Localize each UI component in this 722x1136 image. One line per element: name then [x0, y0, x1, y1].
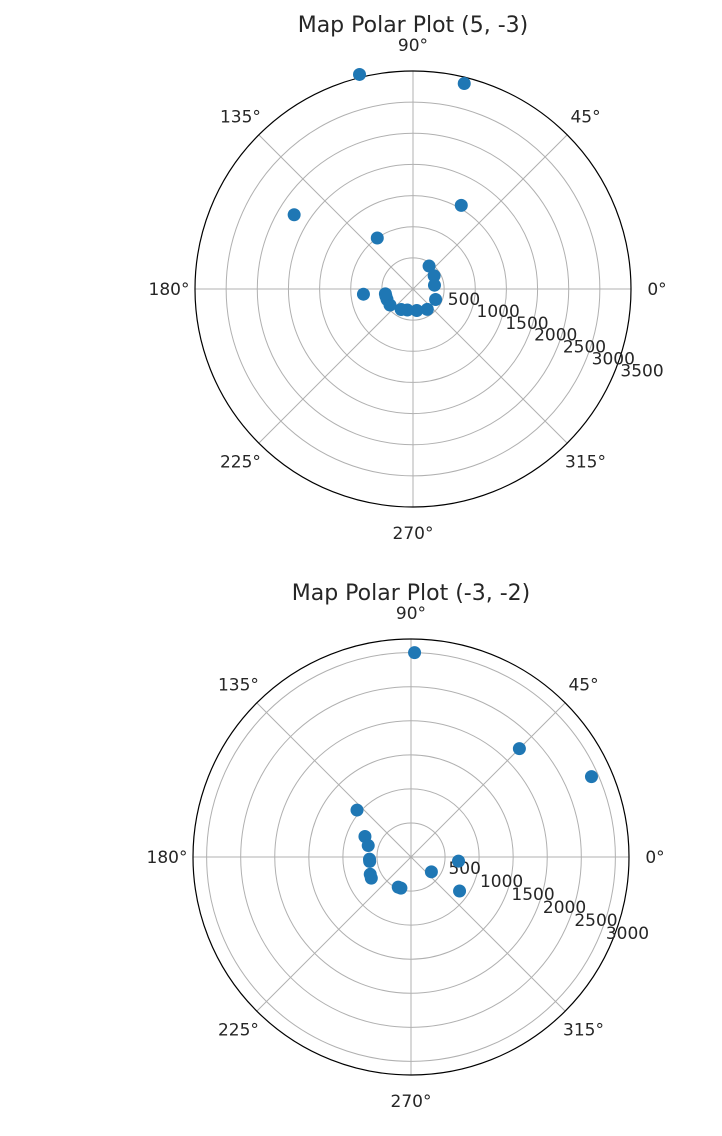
- data-point: [429, 293, 443, 307]
- r-gridline: [319, 195, 507, 383]
- data-point: [394, 881, 408, 895]
- theta-tick-label: 270°: [391, 1092, 432, 1112]
- r-gridline: [376, 822, 446, 892]
- data-point: [427, 269, 441, 283]
- theta-tick-label: 0°: [645, 848, 664, 868]
- theta-tick-label: 0°: [647, 280, 666, 300]
- theta-gridline: [412, 134, 568, 290]
- theta-tick-label: 315°: [563, 1021, 604, 1041]
- r-gridline: [240, 686, 582, 1028]
- polar-chart-2: 0° 45° 90° 135° 180° 225° 270° 315° 500 1000 1500 2…: [0, 568, 722, 1136]
- r-tick-label: 1000: [477, 302, 520, 322]
- theta-gridline: [256, 856, 412, 1012]
- r-tick-label: 2500: [574, 911, 617, 931]
- theta-tick-label: 45°: [568, 675, 598, 695]
- data-point: [410, 303, 424, 317]
- theta-tick-label: 270°: [393, 524, 434, 544]
- r-gridline: [256, 132, 570, 446]
- theta-gridline: [258, 288, 414, 444]
- r-gridline: [342, 788, 480, 926]
- data-point: [457, 77, 471, 91]
- r-tick-label: 2000: [543, 898, 586, 918]
- theta-tick-label: 90°: [398, 36, 428, 56]
- theta-gridline: [410, 856, 566, 1012]
- data-point: [408, 646, 422, 660]
- data-point: [353, 67, 367, 81]
- polar-chart-svg: 0°45°90°135°180°225°270°315°500100015002…: [149, 13, 667, 544]
- r-tick-label: 3000: [592, 350, 635, 370]
- r-gridline: [274, 720, 548, 994]
- data-point: [394, 302, 408, 316]
- theta-tick-label: 315°: [565, 453, 606, 473]
- r-tick-label: 2500: [563, 338, 606, 358]
- data-point: [378, 287, 392, 301]
- r-tick-label: 1500: [505, 314, 548, 334]
- data-point: [363, 854, 377, 868]
- theta-gridline: [410, 702, 566, 858]
- data-point: [452, 854, 466, 868]
- data-point: [424, 865, 438, 879]
- data-point: [356, 287, 370, 301]
- theta-tick-label: 90°: [396, 604, 426, 624]
- data-point: [364, 871, 378, 885]
- r-gridline: [287, 163, 539, 415]
- theta-gridline: [412, 288, 568, 444]
- theta-gridline: [256, 702, 412, 858]
- polar-chart-1: 0° 45° 90° 135° 180° 225° 270° 315° 500 1000 1500 2…: [149, 13, 667, 544]
- r-tick-label: 3500: [620, 361, 663, 381]
- theta-tick-label: 45°: [570, 107, 600, 127]
- r-tick-label: 500: [448, 290, 480, 310]
- data-point: [361, 839, 375, 853]
- r-gridline: [308, 754, 514, 960]
- theta-tick-label: 180°: [147, 848, 188, 868]
- theta-tick-label: 225°: [218, 1021, 259, 1041]
- r-gridline: [350, 226, 476, 352]
- r-tick-label: 1000: [480, 872, 523, 892]
- data-point: [422, 259, 436, 273]
- theta-tick-label: 135°: [218, 675, 259, 695]
- r-tick-label: 3000: [606, 924, 649, 944]
- polar-chart-svg: 0°45°90°135°180°225°270°315°500100015002…: [147, 581, 665, 1112]
- r-tick-label: 2000: [534, 326, 577, 346]
- polar-frame: [192, 638, 630, 1076]
- data-point: [427, 278, 441, 292]
- r-tick-label: 1500: [511, 885, 554, 905]
- chart-title: Map Polar Plot (-3, -2): [292, 581, 530, 606]
- data-point: [287, 208, 301, 222]
- theta-tick-label: 180°: [149, 280, 190, 300]
- chart-title: Map Polar Plot (5, -3): [298, 13, 529, 38]
- data-point: [454, 198, 468, 212]
- data-point: [350, 803, 364, 817]
- theta-gridline: [258, 134, 414, 290]
- theta-tick-label: 135°: [220, 107, 261, 127]
- data-point: [512, 742, 526, 756]
- data-point: [453, 884, 467, 898]
- data-point: [584, 770, 598, 784]
- r-gridline: [225, 101, 601, 477]
- data-point: [370, 231, 384, 245]
- polar-frame: [194, 70, 632, 508]
- data-point: [420, 302, 434, 316]
- theta-tick-label: 225°: [220, 453, 261, 473]
